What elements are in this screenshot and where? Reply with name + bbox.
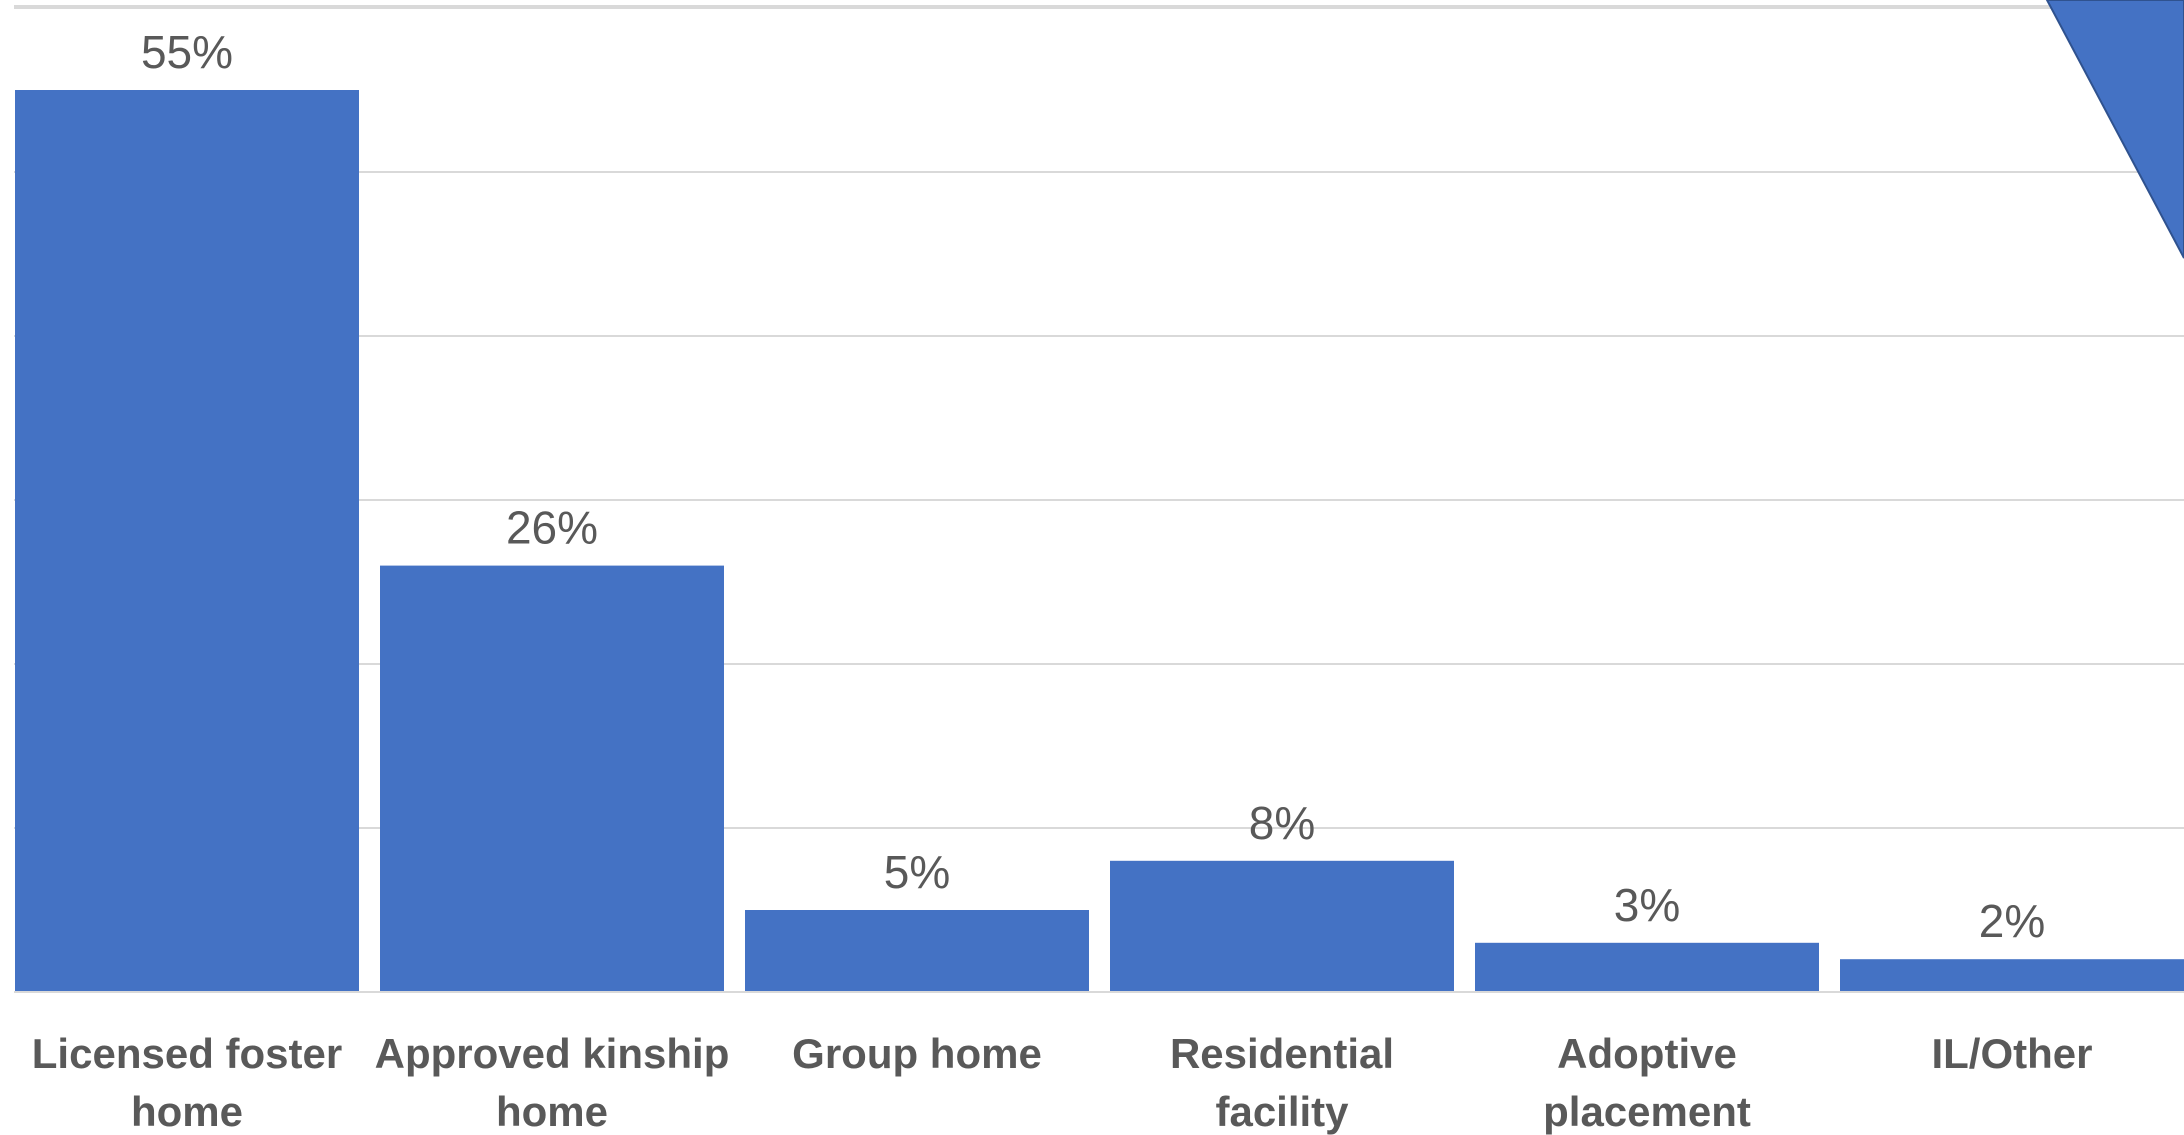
tick-label: Approved kinship home: [375, 1030, 730, 1135]
tick-label: Licensed foster home: [32, 1030, 342, 1135]
bar: [1840, 959, 2184, 992]
tick-label: IL/Other: [1931, 1030, 2092, 1077]
data-label: 2%: [1979, 895, 2045, 947]
bar: [1110, 860, 1454, 992]
tick-label: Group home: [792, 1030, 1042, 1077]
tick-label: Adoptive placement: [1543, 1030, 1751, 1135]
data-labels: 55% 26% 5% 8% 3% 2%: [141, 26, 2045, 947]
data-label: 3%: [1614, 879, 1680, 931]
bar: [15, 90, 359, 992]
gridlines: [14, 5, 2184, 829]
bar: [1475, 942, 1819, 992]
data-label: 5%: [884, 846, 950, 898]
data-label: 26%: [506, 502, 598, 554]
data-label: 8%: [1249, 797, 1315, 849]
bar: [745, 910, 1089, 992]
bars: [15, 90, 2184, 992]
category-labels: Licensed foster home Approved kinship home G…: [32, 1030, 2093, 1135]
bar: [380, 565, 724, 992]
tick-label: Residential facility: [1170, 1030, 1394, 1135]
corner-shape: [2045, 0, 2184, 259]
data-label: 55%: [141, 26, 233, 78]
